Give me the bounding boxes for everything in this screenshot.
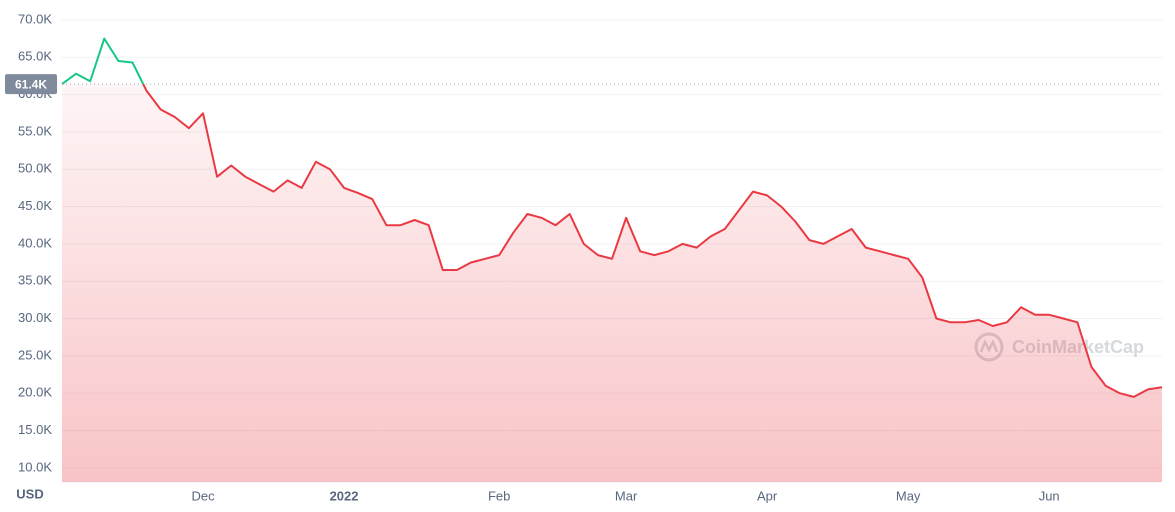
y-tick-label: 70.0K xyxy=(18,11,52,26)
x-tick-label: Mar xyxy=(615,488,638,503)
x-tick-label: Jun xyxy=(1039,488,1060,503)
y-tick-label: 50.0K xyxy=(18,161,52,176)
price-area xyxy=(62,84,1162,482)
y-tick-label: 35.0K xyxy=(18,273,52,288)
y-tick-label: 15.0K xyxy=(18,422,52,437)
price-line xyxy=(61,37,1163,398)
y-tick-label: 40.0K xyxy=(18,235,52,250)
y-tick-label: 10.0K xyxy=(18,459,52,474)
x-tick-label: Dec xyxy=(191,488,215,503)
baseline-badge xyxy=(5,74,57,95)
y-tick-label: 20.0K xyxy=(18,385,52,400)
x-tick-label: Feb xyxy=(488,488,510,503)
y-tick-label: 65.0K xyxy=(18,49,52,64)
baseline-label: 61.4K xyxy=(15,77,47,91)
y-tick-label: 55.0K xyxy=(18,123,52,138)
x-tick-label: Apr xyxy=(757,488,778,503)
currency-label: USD xyxy=(16,486,43,501)
x-tick-label: May xyxy=(896,488,921,503)
y-tick-label: 25.0K xyxy=(18,347,52,362)
y-tick-label: 45.0K xyxy=(18,198,52,213)
x-tick-label: 2022 xyxy=(330,488,359,503)
y-tick-label: 30.0K xyxy=(18,310,52,325)
